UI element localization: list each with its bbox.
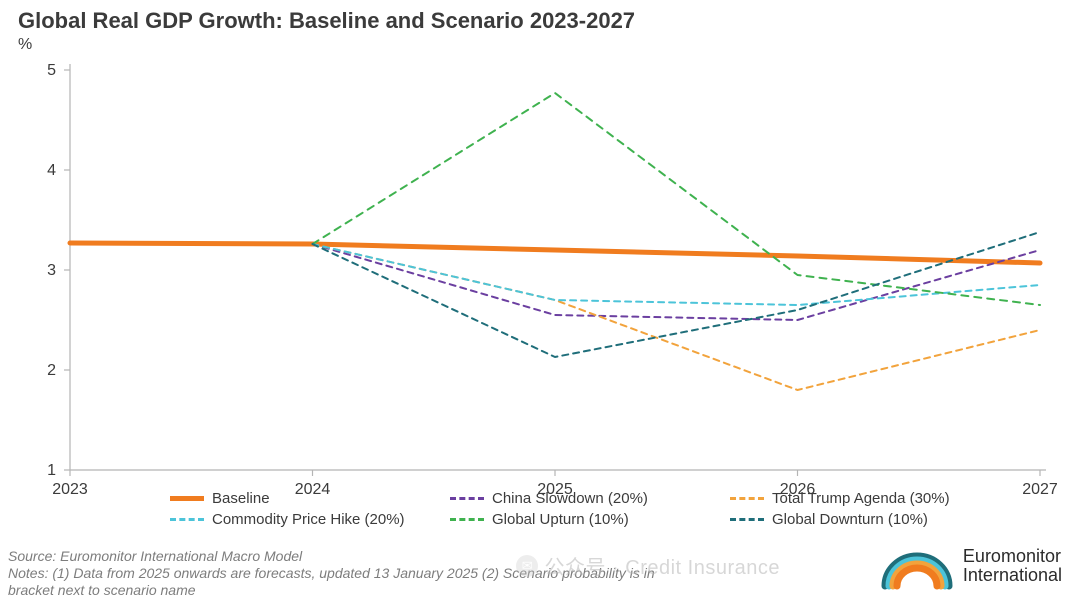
legend-swatch <box>730 497 764 500</box>
legend-item: Total Trump Agenda (30%) <box>730 490 970 507</box>
brand-logo: Euromonitor International <box>881 542 1062 590</box>
brand-line1: Euromonitor <box>963 547 1062 566</box>
legend-label: Commodity Price Hike (20%) <box>212 511 405 528</box>
legend-item: Global Downturn (10%) <box>730 511 970 528</box>
legend-row: Commodity Price Hike (20%) Global Upturn … <box>170 511 970 528</box>
legend-swatch <box>730 518 764 521</box>
watermark-text: 公众号 · Credit Insurance <box>544 551 780 580</box>
legend-label: Baseline <box>212 490 270 507</box>
legend-swatch <box>170 518 204 521</box>
brand-arcs-icon <box>881 542 953 590</box>
legend-label: Global Downturn (10%) <box>772 511 928 528</box>
brand-line2: International <box>963 566 1062 585</box>
legend-swatch <box>170 496 204 501</box>
legend-item: Baseline <box>170 490 410 507</box>
y-tick-label: 2 <box>47 362 56 379</box>
x-tick-label: 2027 <box>1022 481 1058 498</box>
legend-swatch <box>450 497 484 500</box>
wechat-icon: ✉ <box>516 555 538 577</box>
legend-item: China Slowdown (20%) <box>450 490 690 507</box>
y-tick-label: 4 <box>47 162 56 179</box>
legend-row: Baseline China Slowdown (20%) Total Trump … <box>170 490 970 507</box>
brand-text: Euromonitor International <box>963 547 1062 585</box>
legend-item: Commodity Price Hike (20%) <box>170 511 410 528</box>
watermark: ✉ 公众号 · Credit Insurance <box>516 551 780 580</box>
series-line <box>313 93 1041 305</box>
legend-label: China Slowdown (20%) <box>492 490 648 507</box>
y-tick-label: 5 <box>47 62 56 79</box>
legend-swatch <box>450 518 484 521</box>
y-tick-label: 1 <box>47 462 56 479</box>
x-tick-label: 2023 <box>52 481 88 498</box>
legend: Baseline China Slowdown (20%) Total Trump … <box>170 490 970 532</box>
y-tick-label: 3 <box>47 262 56 279</box>
series-line <box>70 243 1040 263</box>
legend-label: Global Upturn (10%) <box>492 511 629 528</box>
legend-item: Global Upturn (10%) <box>450 511 690 528</box>
legend-label: Total Trump Agenda (30%) <box>772 490 950 507</box>
